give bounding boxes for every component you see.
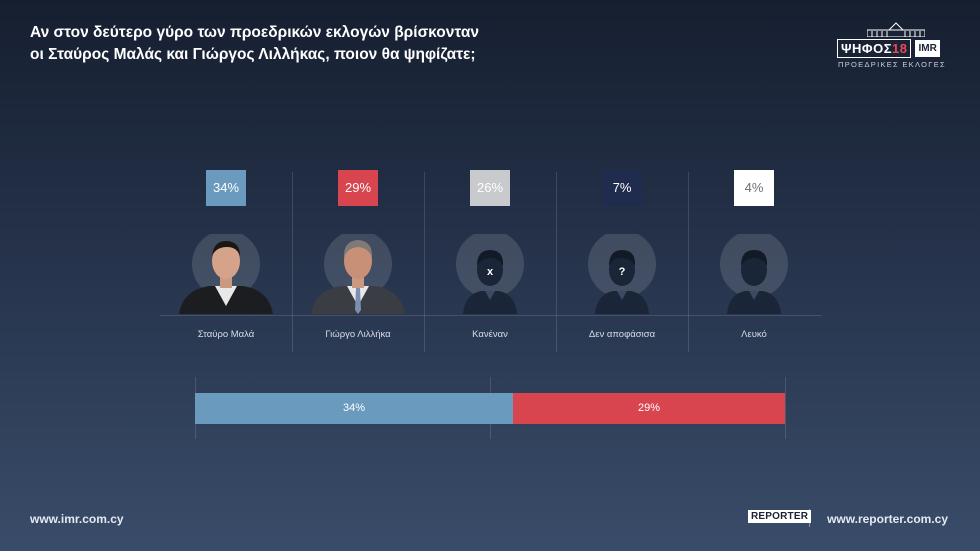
candidate-label: Σταύρο Μαλά [197,329,255,340]
runoff-segment: 34% [195,393,513,424]
logo-psifos: ΨΗΦΟΣ18 [837,38,912,58]
reporter-url[interactable]: www.reporter.com.cy [827,512,948,526]
bar-grid-line [785,377,786,439]
imr-url[interactable]: www.imr.com.cy [30,512,124,526]
candidate-label: Κανέναν [472,329,508,340]
value-badge: 26% [470,170,510,206]
candidate-label: Γιώργο Λιλλήκα [325,329,391,340]
logo-psifos-text: ΨΗΦΟΣ [841,40,892,56]
presidential-palace-icon [867,22,925,37]
value-badge: 7% [602,170,642,206]
value-badge: 29% [338,170,378,206]
silhouette-icon [720,234,788,314]
column-separator [424,172,425,352]
candidate-photo [179,234,273,314]
runoff-bar: 34% 29% [195,393,785,424]
value-badge: 4% [734,170,774,206]
candidate-label: Δεν αποφάσισα [588,329,656,340]
logo-number: 18 [892,40,908,56]
page-title: Αν στον δεύτερο γύρο των προεδρικών εκλο… [30,22,590,66]
imr-logo: IMR [915,39,940,57]
candidate-label: Λευκό [741,329,767,340]
reporter-logo: REPORTER [748,510,812,523]
candidate-photo [311,234,405,314]
column-separator [292,172,293,352]
silhouette-icon: x [456,234,524,314]
footer-divider [809,509,810,527]
logo-subtitle: ΠΡΟΕΔΡΙΚΕΣ ΕΚΛΟΓΕΣ [838,60,946,69]
portrait-baseline [160,315,822,316]
silhouette-icon: ? [588,234,656,314]
value-badge: 34% [206,170,246,206]
column-separator [688,172,689,352]
silhouette-mark: ? [619,266,626,278]
column-separator [556,172,557,352]
title-line-1: Αν στον δεύτερο γύρο των προεδρικών εκλο… [30,24,480,41]
runoff-segment: 29% [513,393,785,424]
psifos18-logo: ΨΗΦΟΣ18 IMR ΠΡΟΕΔΡΙΚΕΣ ΕΚΛΟΓΕΣ [837,22,955,69]
title-line-2: οι Σταύρος Μαλάς και Γιώργος Λιλλήκας, π… [30,46,476,63]
logo-wordmark: ΨΗΦΟΣ18 IMR [837,38,954,58]
silhouette-mark: x [487,266,494,278]
